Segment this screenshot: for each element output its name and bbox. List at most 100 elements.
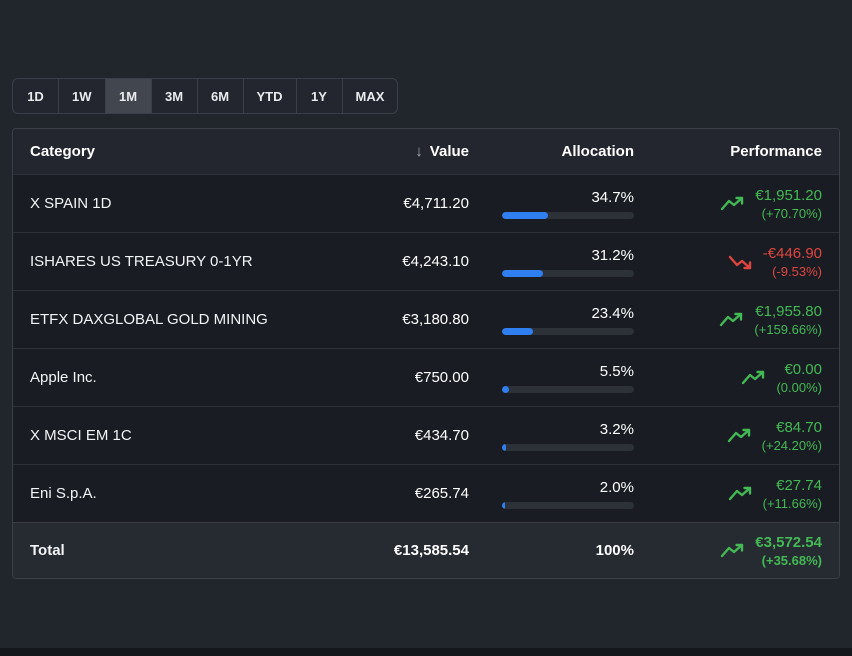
category-label: X SPAIN 1D	[30, 195, 112, 212]
value-label: €4,243.10	[402, 253, 469, 270]
column-header-category[interactable]: Category	[30, 143, 96, 160]
performance-cell: €1,955.80 (+159.66%)	[634, 303, 822, 337]
performance-value-label: €27.74	[776, 476, 822, 494]
allocation-cell: 34.7%	[469, 189, 634, 219]
category-label: ETFX DAXGLOBAL GOLD MINING	[30, 311, 268, 328]
performance-cell: €0.00 (0.00%)	[634, 361, 822, 395]
performance-percent-label: (0.00%)	[776, 379, 822, 395]
category-label: Eni S.p.A.	[30, 485, 97, 502]
time-range-button[interactable]: MAX	[343, 79, 398, 113]
total-row: Total €13,585.54 100% €3,572.54 (+35.68%…	[13, 522, 839, 578]
table-header-row: Category ↓ Value Allocation Performance	[13, 129, 839, 174]
allocation-percent-label: 31.2%	[591, 246, 634, 264]
time-range-button[interactable]: 1D	[13, 79, 59, 113]
table-row[interactable]: X SPAIN 1D €4,711.20 34.7%	[13, 174, 839, 232]
time-range-button[interactable]: 1W	[59, 79, 106, 113]
allocation-bar	[502, 327, 634, 335]
performance-percent-label: (+70.70%)	[761, 205, 822, 221]
allocation-bar-fill	[502, 501, 505, 509]
allocation-cell: 31.2%	[469, 247, 634, 277]
category-label: X MSCI EM 1C	[30, 427, 132, 444]
time-range-button[interactable]: 1M	[105, 79, 152, 113]
allocation-bar	[502, 501, 634, 509]
total-performance-percent-label: (+35.68%)	[761, 552, 822, 568]
allocation-bar-fill	[502, 269, 544, 277]
allocation-cell: 23.4%	[469, 305, 634, 335]
column-header-allocation[interactable]: Allocation	[561, 143, 634, 160]
time-range-button[interactable]: 6M	[198, 79, 244, 113]
total-label: Total	[30, 542, 65, 559]
performance-text: €1,955.80 (+159.66%)	[754, 303, 822, 337]
performance-value-label: €1,951.20	[755, 186, 822, 204]
performance-text: €0.00 (0.00%)	[776, 361, 822, 395]
allocation-bar-fill	[502, 443, 507, 451]
total-allocation-label: 100%	[595, 542, 634, 559]
allocation-bar-fill	[502, 327, 533, 335]
performance-cell: -€446.90 (-9.53%)	[634, 245, 822, 279]
performance-cell: €84.70 (+24.20%)	[634, 419, 822, 453]
performance-value-label: €0.00	[784, 360, 822, 378]
table-row[interactable]: Apple Inc. €750.00 5.5%	[13, 348, 839, 406]
trend-up-icon	[728, 485, 754, 503]
value-label: €265.74	[414, 485, 469, 502]
performance-cell: €1,951.20 (+70.70%)	[634, 187, 822, 221]
window-bottom-edge	[0, 648, 852, 656]
table-row[interactable]: Eni S.p.A. €265.74 2.0%	[13, 464, 839, 522]
performance-text: €84.70 (+24.20%)	[762, 419, 822, 453]
value-label: €3,180.80	[402, 311, 469, 328]
table-row[interactable]: ETFX DAXGLOBAL GOLD MINING €3,180.80 23.…	[13, 290, 839, 348]
allocation-percent-label: 23.4%	[591, 304, 634, 322]
performance-text: €3,572.54 (+35.68%)	[755, 534, 822, 568]
table-row[interactable]: X MSCI EM 1C €434.70 3.2%	[13, 406, 839, 464]
value-label: €750.00	[414, 369, 469, 386]
category-label: Apple Inc.	[30, 369, 97, 386]
holdings-table: Category ↓ Value Allocation Performance X…	[12, 128, 840, 579]
performance-percent-label: (+11.66%)	[762, 495, 822, 511]
performance-percent-label: (+159.66%)	[754, 321, 822, 337]
allocation-bar	[502, 211, 634, 219]
value-label: €4,711.20	[403, 195, 469, 212]
allocation-bar	[502, 269, 634, 277]
trend-up-icon	[720, 195, 746, 213]
performance-text: €1,951.20 (+70.70%)	[755, 187, 822, 221]
performance-text: -€446.90 (-9.53%)	[763, 245, 822, 279]
total-performance-cell: €3,572.54 (+35.68%)	[634, 534, 822, 568]
allocation-percent-label: 34.7%	[591, 188, 634, 206]
allocation-percent-label: 3.2%	[599, 420, 634, 438]
sort-descending-icon: ↓	[415, 143, 423, 160]
trend-down-icon	[728, 253, 754, 271]
total-value-label: €13,585.54	[393, 542, 469, 559]
performance-value-label: €84.70	[776, 418, 822, 436]
value-label: €434.70	[414, 427, 469, 444]
performance-cell: €27.74 (+11.66%)	[634, 477, 822, 511]
column-header-value-label: Value	[429, 143, 469, 160]
trend-up-icon	[720, 542, 746, 560]
trend-up-icon	[727, 427, 753, 445]
column-header-performance[interactable]: Performance	[730, 143, 822, 160]
trend-up-icon	[719, 311, 745, 329]
time-range-button[interactable]: 1Y	[297, 79, 343, 113]
time-range-button[interactable]: 3M	[152, 79, 198, 113]
category-label: ISHARES US TREASURY 0-1YR	[30, 253, 253, 270]
table-row[interactable]: ISHARES US TREASURY 0-1YR €4,243.10 31.2…	[13, 232, 839, 290]
time-range-selector: 1D 1W 1M 3M 6M YTD 1Y MAX	[12, 78, 399, 114]
time-range-button[interactable]: YTD	[244, 79, 297, 113]
allocation-bar-fill	[502, 211, 548, 219]
performance-percent-label: (-9.53%)	[772, 263, 822, 279]
total-performance-value-label: €3,572.54	[755, 533, 822, 551]
allocation-cell: 3.2%	[469, 421, 634, 451]
allocation-percent-label: 2.0%	[599, 478, 634, 496]
allocation-bar	[502, 385, 634, 393]
allocation-percent-label: 5.5%	[599, 362, 634, 380]
allocation-cell: 5.5%	[469, 363, 634, 393]
trend-up-icon	[741, 369, 767, 387]
performance-value-label: -€446.90	[762, 244, 822, 262]
performance-percent-label: (+24.20%)	[761, 437, 822, 453]
performance-text: €27.74 (+11.66%)	[763, 477, 822, 511]
allocation-bar	[502, 443, 634, 451]
column-header-value[interactable]: ↓ Value	[299, 143, 469, 160]
performance-value-label: €1,955.80	[755, 302, 822, 320]
allocation-cell: 2.0%	[469, 479, 634, 509]
allocation-bar-fill	[502, 385, 510, 393]
